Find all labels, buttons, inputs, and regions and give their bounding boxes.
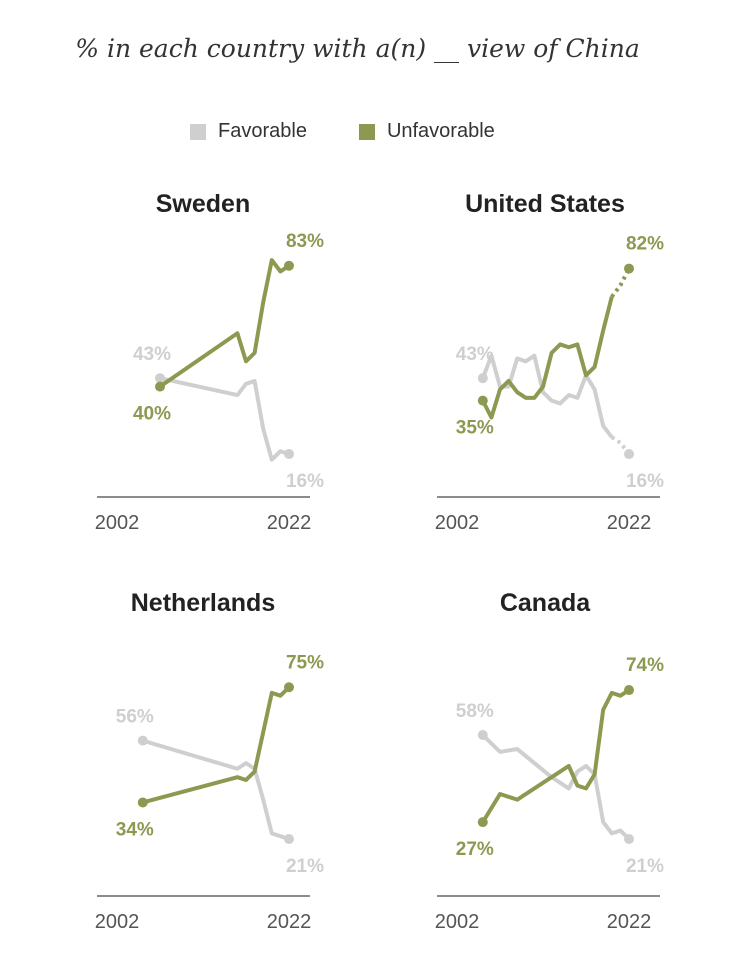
chart-panel-canada: Canada 2002 2022 58% 21% 27% 74% — [435, 589, 664, 933]
data-point-favorable-2022 — [624, 449, 634, 460]
start-label-unfavorable: 40% — [133, 404, 171, 425]
legend-swatch-favorable — [190, 123, 206, 140]
data-point-favorable-2022 — [284, 449, 294, 460]
legend-label-favorable: Favorable — [218, 120, 307, 142]
data-point-unfavorable-2022 — [624, 685, 634, 696]
legend-label-unfavorable: Unfavorable — [386, 120, 495, 142]
data-point-unfavorable-2007 — [155, 381, 165, 392]
end-label-favorable: 16% — [626, 471, 664, 492]
end-label-favorable: 21% — [286, 856, 324, 877]
x-tick-label: 2002 — [435, 911, 480, 933]
data-point-unfavorable-2005 — [477, 817, 488, 828]
data-point-favorable-2005 — [137, 735, 148, 746]
start-label-favorable: 56% — [116, 707, 154, 728]
series-line-favorable — [142, 738, 290, 841]
start-label-favorable: 58% — [456, 701, 494, 722]
start-label-unfavorable: 35% — [456, 418, 494, 439]
chart-panel-sweden: Sweden 2002 2022 43% 16% 40% 83% — [95, 190, 324, 534]
data-point-favorable-2007 — [155, 373, 165, 384]
end-label-unfavorable: 82% — [626, 234, 664, 255]
series-line-favorable — [159, 376, 290, 462]
x-tick-label: 2002 — [95, 911, 140, 933]
data-point-unfavorable-2022 — [284, 682, 294, 693]
legend: Favorable Unfavorable — [190, 120, 547, 143]
chart-title: % in each country with a(n) __ view of C… — [75, 34, 640, 63]
end-label-favorable: 21% — [626, 856, 664, 877]
series-line-unfavorable — [158, 258, 291, 389]
data-point-favorable-2022 — [624, 833, 634, 844]
start-label-unfavorable: 34% — [116, 819, 154, 840]
series-line-unfavorable — [481, 296, 614, 420]
start-label-favorable: 43% — [133, 344, 171, 365]
data-point-unfavorable-2005 — [137, 797, 148, 808]
end-label-favorable: 16% — [286, 471, 324, 492]
start-label-favorable: 43% — [456, 344, 494, 365]
panel-title: Netherlands — [131, 589, 275, 617]
panel-title: United States — [465, 190, 625, 218]
legend-swatch-unfavorable — [358, 123, 375, 140]
data-point-unfavorable-2022 — [624, 263, 634, 274]
chart-panel-netherlands: Netherlands 2002 2022 56% 21% 34% 75% — [95, 589, 324, 933]
series-line-unfavorable — [142, 685, 291, 805]
end-label-unfavorable: 75% — [286, 652, 324, 673]
end-label-unfavorable: 83% — [286, 231, 324, 252]
x-tick-label: 2002 — [95, 512, 140, 534]
x-tick-label: 2022 — [607, 512, 652, 534]
legend-item-unfavorable: Unfavorable — [358, 120, 495, 143]
data-point-unfavorable-2022 — [284, 260, 294, 271]
data-point-unfavorable-2005 — [477, 395, 488, 406]
series-line-unfavorable — [481, 688, 631, 824]
legend-item-favorable: Favorable — [190, 120, 307, 143]
x-tick-label: 2022 — [607, 911, 652, 933]
x-tick-label: 2022 — [267, 512, 312, 534]
panel-title: Canada — [500, 589, 591, 617]
x-tick-label: 2002 — [435, 512, 480, 534]
data-point-favorable-2005 — [477, 730, 488, 741]
x-tick-label: 2022 — [267, 911, 312, 933]
chart-panel-united-states: United States 2002 2022 43% 16% 35% 82% — [435, 190, 664, 534]
start-label-unfavorable: 27% — [456, 839, 494, 860]
series-line-favorable — [481, 733, 631, 841]
data-point-favorable-2005 — [477, 373, 488, 384]
data-point-favorable-2022 — [284, 833, 294, 844]
panel-title: Sweden — [156, 190, 250, 218]
end-label-unfavorable: 74% — [626, 655, 664, 676]
